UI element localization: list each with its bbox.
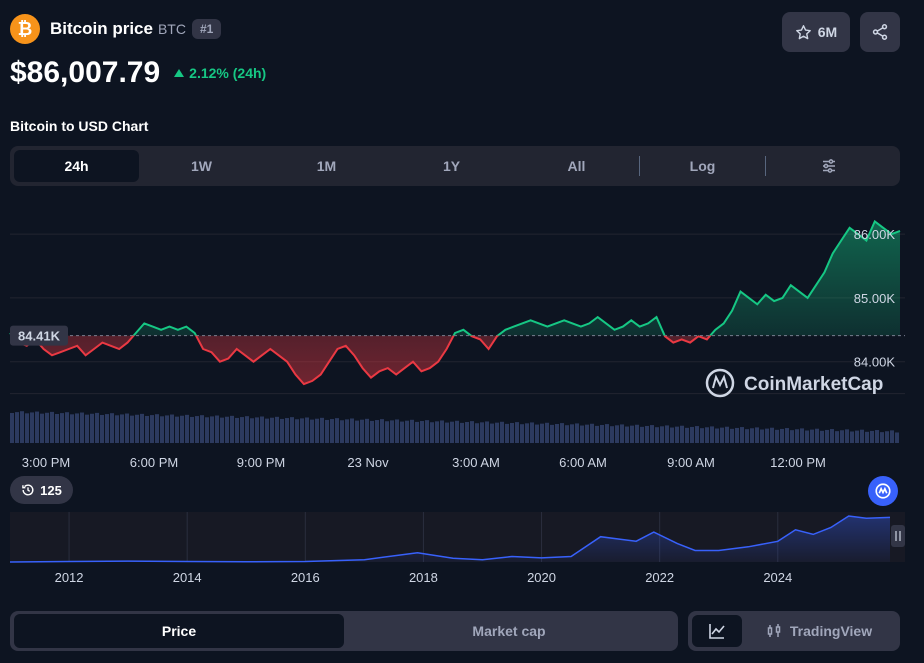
line-chart-icon [709,624,725,639]
range-tab-24h[interactable]: 24h [14,150,139,182]
range-tab-1m[interactable]: 1M [316,158,337,174]
x-tick-label: 23 Nov [347,455,389,470]
history-button[interactable]: 125 [10,476,73,504]
log-scale-toggle[interactable]: Log [689,158,716,174]
current-price: $86,007.79 [10,56,161,89]
navigator-year-labels: 2012 2014 2016 2018 2020 2022 2024 [55,570,793,585]
history-count: 125 [40,482,62,498]
x-tick-label: 3:00 PM [21,455,71,470]
chart-type-toggle: Price Market cap [10,611,678,651]
coinmarketcap-watermark: CoinMarketCap [705,368,883,398]
range-selector: 24h 1W 1M 1Y All Log [10,146,900,186]
history-navigator[interactable]: 2012 2014 2016 2018 2020 2022 2024 [0,510,924,600]
price-chart[interactable]: 84.41K 86.00K 85.00K 84.00K CoinMarketCap [0,205,924,450]
market-cap-tab[interactable]: Market cap [472,623,546,639]
coin-header: ₿ Bitcoin price BTC #1 [10,14,222,44]
range-tab-all[interactable]: All [567,158,586,174]
volume-bars [10,411,899,443]
price-change: 2.12% (24h) [174,65,266,81]
navigator-area [10,516,890,562]
chart-style-toggle: TradingView [688,611,900,651]
price-tab[interactable]: Price [14,614,344,648]
x-tick-label: 6:00 PM [129,455,179,470]
history-icon [22,484,34,496]
x-tick-label: 3:00 AM [452,455,500,470]
star-icon [795,24,811,39]
chart-settings-button[interactable] [766,158,891,174]
navigator-line [9,515,891,563]
tradingview-button[interactable]: TradingView [742,623,896,639]
year-label: 2020 [527,570,556,585]
y-tick-label: 86.00K [854,227,896,242]
area-fill-up [10,221,900,336]
y-tick-label: 84.00K [854,355,896,370]
watchlist-button[interactable]: 6M [782,12,850,52]
line-chart-button[interactable] [692,615,742,647]
watermark-text: CoinMarketCap [744,374,883,395]
year-label: 2024 [763,570,792,585]
x-tick-label: 9:00 PM [236,455,286,470]
navigator-handle[interactable] [891,525,905,547]
x-axis-labels: 3:00 PM 6:00 PM 9:00 PM 23 Nov 3:00 AM 6:00 A… [0,455,924,475]
share-icon [872,24,888,40]
bitcoin-logo-icon: ₿ [10,14,40,44]
range-tab-1w[interactable]: 1W [191,158,212,174]
year-label: 2022 [645,570,674,585]
year-label: 2016 [291,570,320,585]
chart-grid [10,233,905,395]
open-price-label: 84.41K [10,325,68,346]
open-price-value: 84.41K [18,329,61,344]
year-label: 2014 [173,570,202,585]
cmc-badge-icon[interactable] [868,476,898,506]
rank-badge: #1 [191,19,222,39]
area-fill-down [10,335,900,385]
price-change-value: 2.12% (24h) [189,65,267,81]
caret-up-icon [174,69,185,77]
watchlist-count: 6M [817,24,838,40]
candlestick-icon [767,624,781,637]
sliders-icon [822,159,835,173]
year-label: 2012 [55,570,84,585]
y-axis-labels: 86.00K 85.00K 84.00K [854,227,896,370]
chart-title: Bitcoin to USD Chart [10,118,149,134]
top-actions: 6M [782,12,900,52]
divider [639,156,640,176]
y-tick-label: 85.00K [854,291,896,306]
price-line-up [9,219,901,336]
divider [765,156,766,176]
range-tab-1y[interactable]: 1Y [442,158,461,174]
coin-name: Bitcoin price [50,19,153,38]
x-tick-label: 12:00 PM [770,455,826,470]
share-button[interactable] [860,12,900,52]
coin-symbol: BTC [157,21,186,37]
price-row: $86,007.79 2.12% (24h) [10,56,266,90]
x-tick-label: 6:00 AM [559,455,607,470]
x-tick-label: 9:00 AM [667,455,715,470]
year-label: 2018 [409,570,438,585]
tradingview-label: TradingView [789,623,873,639]
